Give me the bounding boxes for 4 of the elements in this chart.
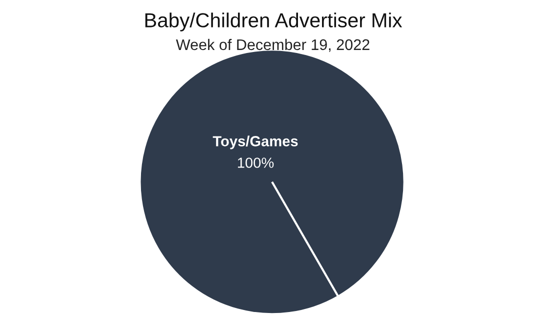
chart-subtitle: Week of December 19, 2022: [176, 38, 370, 52]
data-label: 100%: [238, 158, 274, 168]
chart-title: Baby/Children Advertiser Mix: [145, 12, 402, 32]
slice-label: Toys/Games: [212, 136, 298, 150]
